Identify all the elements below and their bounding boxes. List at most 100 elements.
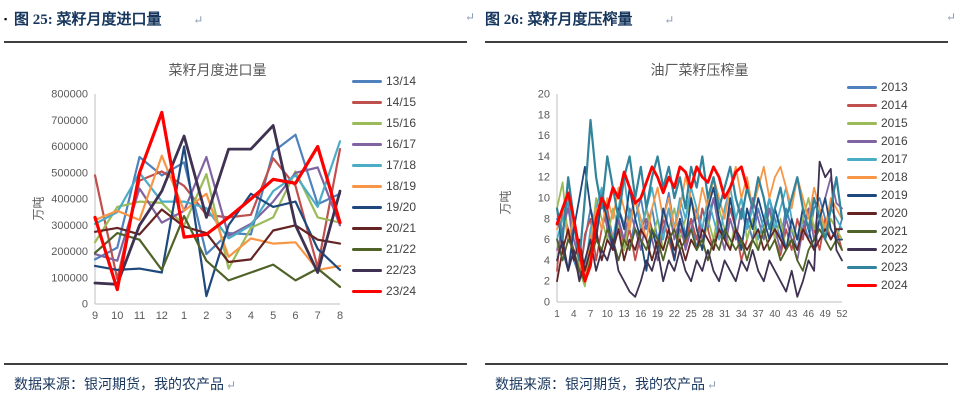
legend-item: 16/17 <box>352 137 416 151</box>
x-tick-label: 2 <box>203 310 209 322</box>
figure-25-title: 图 25: 菜籽月度进口量 <box>13 12 162 28</box>
y-tick-label: 700000 <box>51 115 88 127</box>
legend-label: 19/20 <box>386 200 417 214</box>
x-tick-label: 6 <box>292 310 298 322</box>
x-tick-label: 19 <box>652 309 664 320</box>
legend-swatch-icon <box>847 103 877 107</box>
imports-legend: 13/14 14/15 15/16 16/17 17/18 18/19 19/20 20/21… <box>352 74 416 305</box>
legend-item: 15/16 <box>352 116 416 130</box>
source-text: 数据来源：银河期货，我的农产品 <box>495 378 705 393</box>
legend-swatch-icon <box>352 79 382 83</box>
legend-item: 14/15 <box>352 95 416 109</box>
y-tick-label: 18 <box>538 109 550 121</box>
series-line-2024 <box>555 165 749 283</box>
y-tick-label: 0 <box>82 299 88 311</box>
legend-item: 2024 <box>847 278 908 292</box>
y-tick-label: 800000 <box>51 89 88 101</box>
series-line-19/20 <box>93 145 342 298</box>
y-tick-label: 16 <box>538 130 550 142</box>
legend-swatch-icon <box>847 157 877 161</box>
legend-label: 2024 <box>881 278 908 292</box>
y-tick-label: 6 <box>544 234 550 246</box>
cell-end-mark-icon: ↵ <box>464 10 475 24</box>
x-tick-label: 22 <box>669 309 681 320</box>
x-tick-label: 46 <box>803 309 815 320</box>
chart-title: 油厂菜籽压榨量 <box>650 62 749 78</box>
x-tick-label: 4 <box>571 309 577 320</box>
legend-label: 2020 <box>881 206 908 220</box>
legend-swatch-icon <box>847 229 877 233</box>
legend-item: 13/14 <box>352 74 416 88</box>
figure-25-source: 数据来源：银河期货，我的农产品 ↵ <box>14 374 477 394</box>
figure-26-heading: 图 26: 菜籽月度压榨量 ↵ ↵ <box>485 8 958 32</box>
footer-divider <box>4 363 467 365</box>
series-line-2022 <box>556 160 843 298</box>
y-tick-label: 2 <box>544 276 550 288</box>
legend-label: 17/18 <box>386 158 417 172</box>
legend-swatch-icon <box>847 85 877 89</box>
y-tick-label: 8 <box>544 213 550 225</box>
y-tick-label: 4 <box>544 255 550 267</box>
legend-item: 2013 <box>847 80 908 94</box>
x-tick-label: 10 <box>602 309 614 320</box>
paragraph-mark-icon: ↵ <box>193 13 204 27</box>
series-line-23/24 <box>93 110 342 292</box>
y-tick-label: 400000 <box>51 194 88 206</box>
series-line-2018 <box>556 165 843 283</box>
legend-swatch-icon <box>847 139 877 143</box>
legend-label: 2023 <box>881 260 908 274</box>
legend-swatch-icon <box>352 205 382 209</box>
legend-swatch-icon <box>352 247 382 251</box>
figure-25-panel: ▪ 图 25: 菜籽月度进口量 ↵ ↵ 菜籽月度进口量 万吨 0 100000 20… <box>2 8 479 394</box>
legend-item: 18/19 <box>352 179 416 193</box>
figure-25-heading: ▪ 图 25: 菜籽月度进口量 ↵ ↵ <box>4 8 477 32</box>
series-line-2020 <box>556 228 843 283</box>
list-bullet-icon: ▪ <box>4 14 8 24</box>
x-tick-label: 4 <box>248 310 254 322</box>
legend-swatch-icon <box>847 247 877 251</box>
legend-label: 2014 <box>881 98 908 112</box>
series-line-22/23 <box>93 124 342 286</box>
x-tick-label: 34 <box>736 309 748 320</box>
legend-swatch-icon <box>847 283 877 287</box>
imports-line-chart: 菜籽月度进口量 万吨 0 100000 200000 300000 400000 5000… <box>2 52 479 357</box>
y-tick-label: 12 <box>538 172 550 184</box>
figure-26-title: 图 26: 菜籽月度压榨量 <box>485 12 633 28</box>
x-tick-label: 9 <box>92 310 98 322</box>
source-text: 数据来源：银河期货，我的农产品 <box>14 378 224 393</box>
legend-item: 2023 <box>847 260 908 274</box>
crush-legend: 2013 2014 2015 2016 2017 2018 2019 2020 2021 2022… <box>847 80 908 296</box>
y-tick-label: 100000 <box>51 272 88 284</box>
legend-item: 2017 <box>847 152 908 166</box>
x-tick-label: 25 <box>686 309 698 320</box>
legend-item: 23/24 <box>352 284 416 298</box>
x-tick-label: 52 <box>836 309 848 320</box>
crush-line-chart: 油厂菜籽压榨量 万吨 0 2 4 6 8 10 12 14 16 18 20 1 4 7 10 13 16 19 2… <box>483 52 960 357</box>
legend-item: 2019 <box>847 188 908 202</box>
legend-item: 2015 <box>847 116 908 130</box>
x-tick-label: 10 <box>111 310 123 322</box>
y-tick-label: 14 <box>538 151 550 163</box>
legend-swatch-icon <box>352 268 382 272</box>
row-end-mark-icon: ↵ <box>945 10 956 24</box>
y-tick-label: 0 <box>544 297 550 309</box>
x-tick-label: 7 <box>588 309 594 320</box>
x-tick-label: 3 <box>226 310 232 322</box>
y-tick-label: 20 <box>538 89 550 101</box>
legend-item: 2022 <box>847 242 908 256</box>
x-tick-label: 7 <box>315 310 321 322</box>
series-line-2021 <box>556 228 843 283</box>
legend-item: 2018 <box>847 170 908 184</box>
legend-swatch-icon <box>352 163 382 167</box>
legend-swatch-icon <box>847 193 877 197</box>
legend-swatch-icon <box>352 184 382 188</box>
y-tick-label: 300000 <box>51 220 88 232</box>
legend-label: 15/16 <box>386 116 417 130</box>
legend-item: 22/23 <box>352 263 416 277</box>
x-tick-label: 1 <box>554 309 560 320</box>
legend-label: 23/24 <box>386 284 417 298</box>
x-tick-label: 28 <box>702 309 714 320</box>
legend-swatch-icon <box>847 175 877 179</box>
